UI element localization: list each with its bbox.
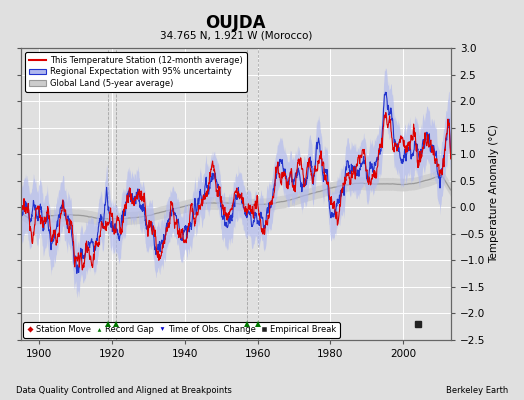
Text: Data Quality Controlled and Aligned at Breakpoints: Data Quality Controlled and Aligned at B…	[16, 386, 232, 395]
Text: Berkeley Earth: Berkeley Earth	[446, 386, 508, 395]
Text: OUJDA: OUJDA	[205, 14, 266, 32]
Y-axis label: Temperature Anomaly (°C): Temperature Anomaly (°C)	[489, 124, 499, 264]
Text: 34.765 N, 1.921 W (Morocco): 34.765 N, 1.921 W (Morocco)	[160, 30, 312, 40]
Legend: Station Move, Record Gap, Time of Obs. Change, Empirical Break: Station Move, Record Gap, Time of Obs. C…	[24, 322, 340, 338]
